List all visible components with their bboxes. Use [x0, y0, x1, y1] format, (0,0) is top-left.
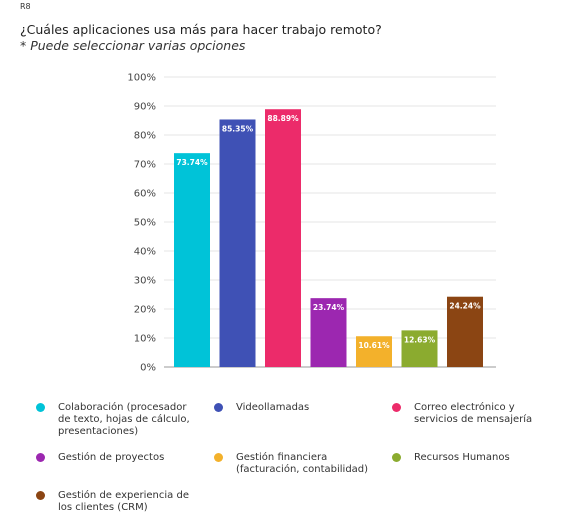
bar-value-label: 23.74% — [313, 303, 345, 312]
bar-value-label: 24.24% — [449, 302, 481, 311]
bar — [219, 119, 256, 367]
y-tick-label: 70% — [134, 160, 156, 171]
y-tick-label: 30% — [134, 276, 156, 287]
bar-value-label: 10.61% — [358, 341, 390, 350]
bar — [401, 330, 438, 367]
bar — [447, 296, 483, 367]
y-tick-label: 50% — [134, 218, 156, 229]
chart-title: ¿Cuáles aplicaciones usa más para hacer … — [20, 22, 382, 37]
chart-subtitle: * Puede seleccionar varias opciones — [20, 38, 246, 53]
y-tick-label: 40% — [134, 247, 156, 258]
y-tick-label: 100% — [127, 73, 156, 84]
y-tick-label: 80% — [134, 131, 156, 142]
y-tick-label: 60% — [134, 189, 156, 200]
y-tick-label: 0% — [140, 363, 156, 374]
bar-value-label: 12.63% — [404, 335, 436, 344]
y-tick-label: 10% — [134, 334, 156, 345]
bar-value-label: 73.74% — [176, 158, 208, 167]
chart-reference-label: R8 — [20, 2, 31, 11]
bar — [310, 298, 347, 367]
bar — [356, 336, 392, 367]
y-tick-label: 20% — [134, 305, 156, 316]
bar-value-label: 85.35% — [222, 124, 254, 133]
bar — [265, 109, 301, 368]
bar — [174, 153, 210, 367]
bar-value-label: 88.89% — [267, 114, 299, 123]
y-tick-label: 90% — [134, 102, 156, 113]
